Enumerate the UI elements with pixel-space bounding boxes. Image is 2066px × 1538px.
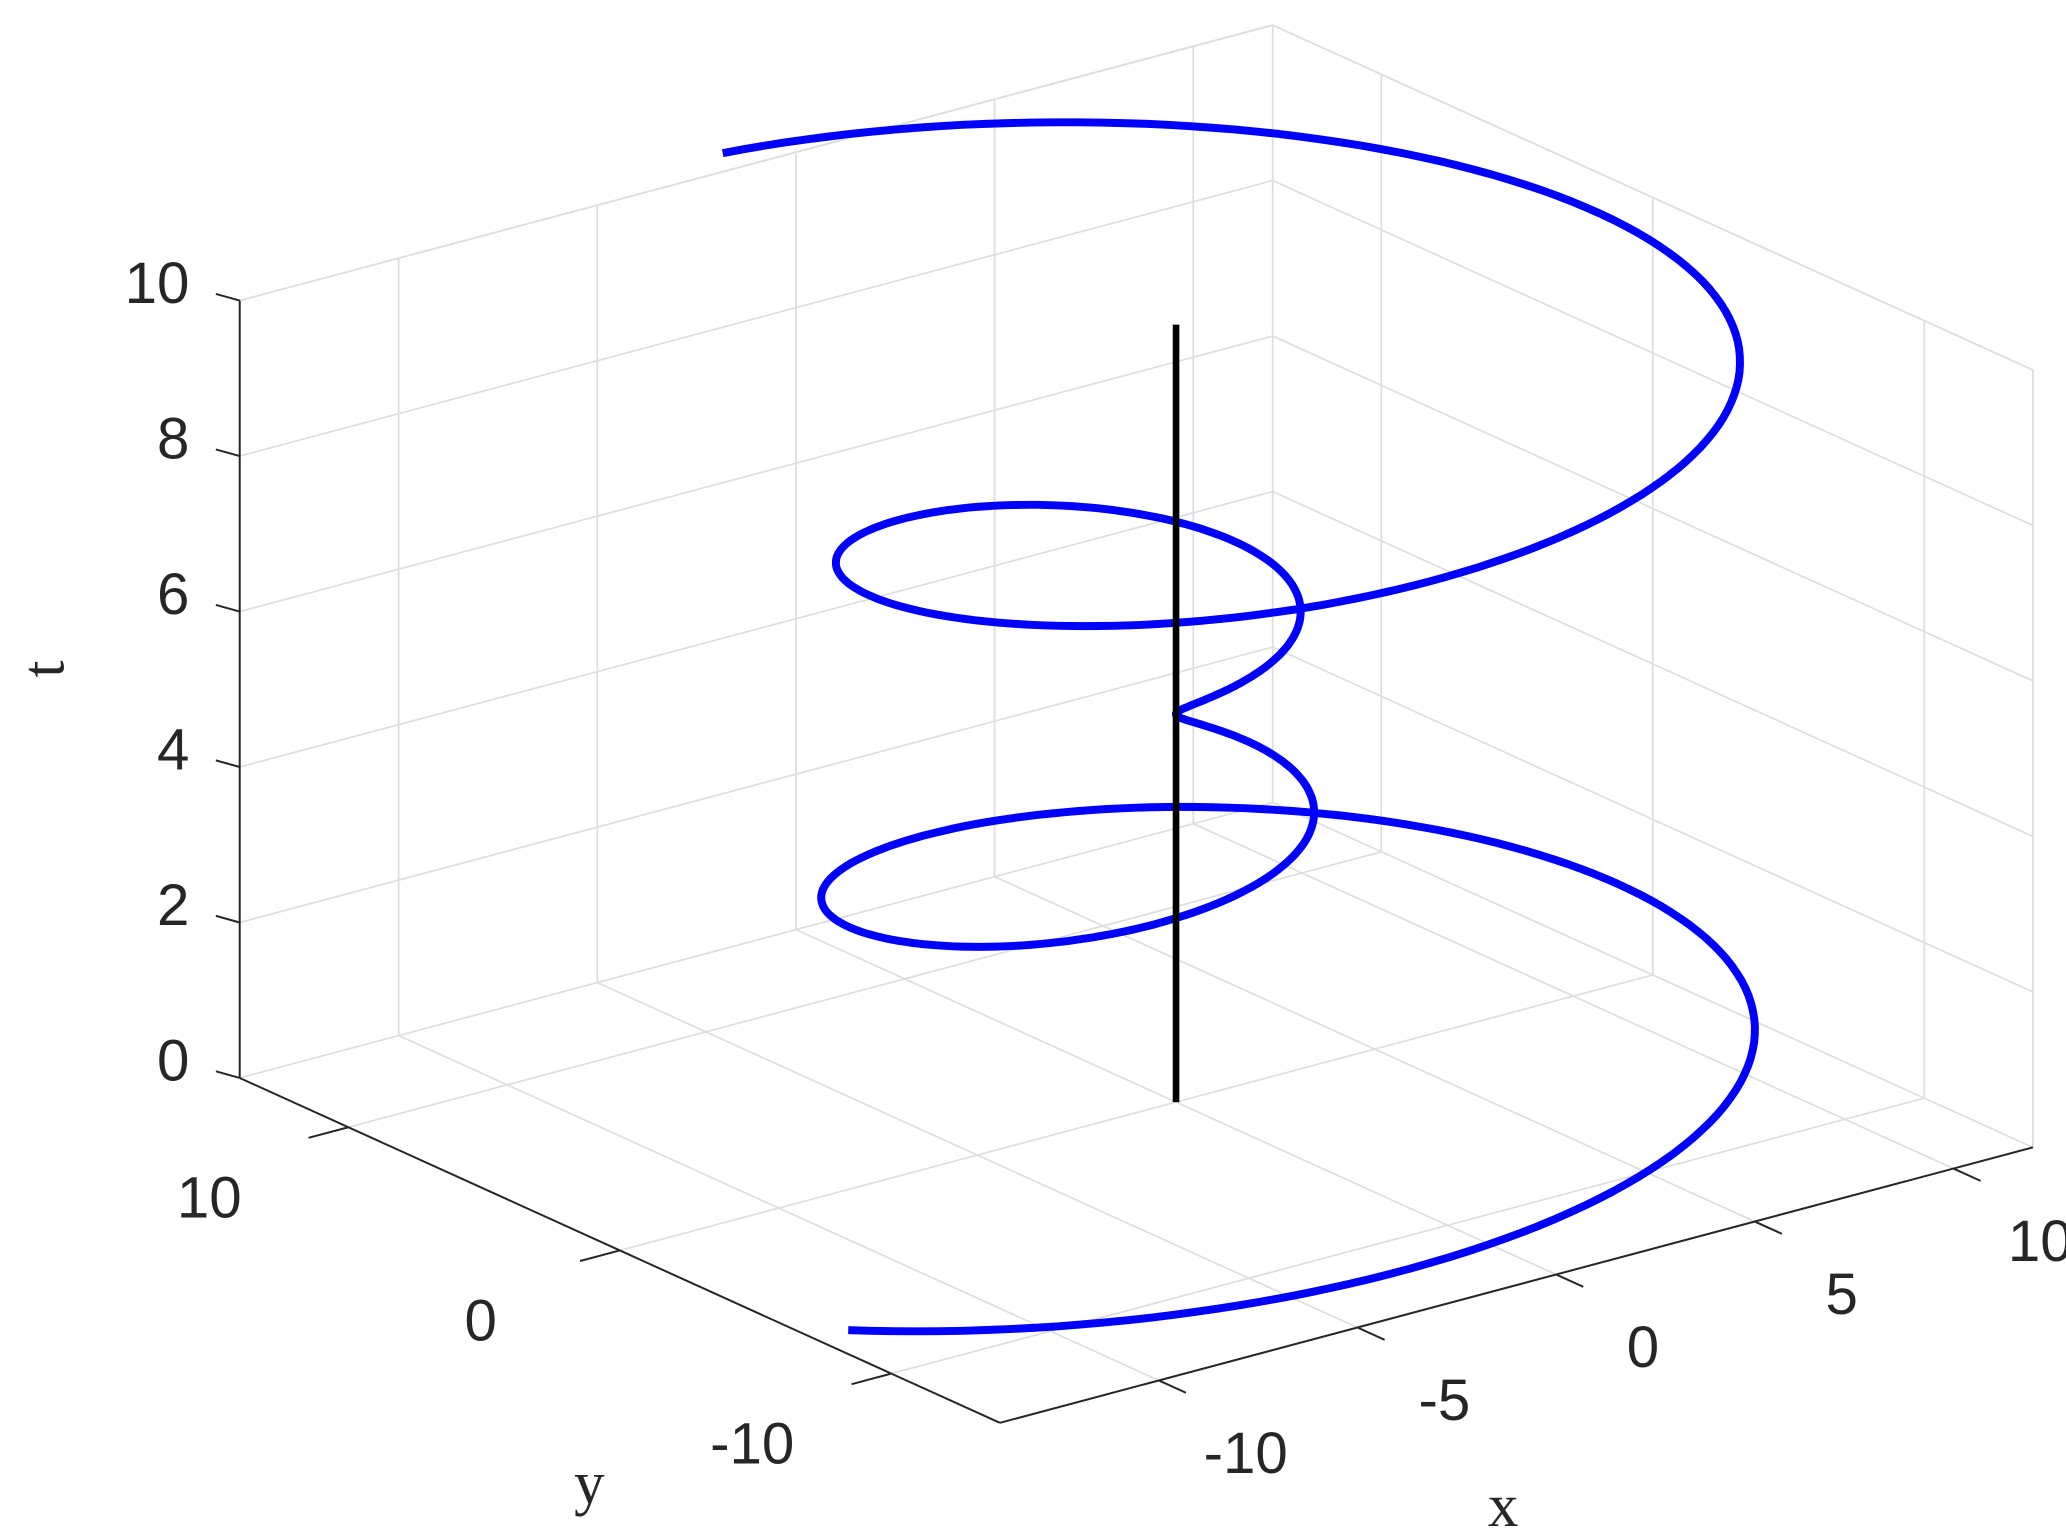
z-tick [215,292,240,302]
y-tick [308,1126,349,1139]
z-tick-label: 4 [157,718,189,783]
z-tick-label: 6 [157,562,189,627]
grid-line-z [239,490,1273,768]
box-edge [239,24,1273,302]
grid-line-z [1272,179,2034,527]
z-tick [215,759,240,768]
grid-line-z [239,801,1273,1079]
y-tick-label: 10 [177,1165,242,1230]
z-tick-label: 10 [125,251,190,316]
axes [238,300,2034,1424]
x-tick [1357,1326,1386,1341]
y-axis-label: y [574,1450,605,1517]
x-tick-label: -5 [1418,1368,1470,1433]
x-axis-line [999,1146,2034,1424]
grid-line-y [891,1097,1925,1375]
y-tick [579,1249,621,1262]
series [721,118,1759,1336]
grid-line-z [239,179,1273,457]
grid-line-y [619,974,1654,1252]
x-tick [1754,1220,1783,1235]
grid [238,24,2034,1382]
y-tick-label: -10 [710,1412,794,1477]
box-edge [1272,24,2034,371]
grid-line-z [1272,646,2034,993]
y-tick [851,1372,892,1386]
z-tick [215,1070,240,1079]
grid-line-z [1272,335,2034,682]
x-tick-label: 5 [1825,1262,1857,1327]
x-tick [1555,1273,1584,1288]
x-axis-label: x [1488,1473,1518,1538]
z-tick-label: 2 [157,873,189,938]
grid-line-z [1272,490,2034,838]
grid-line-y [348,850,1382,1129]
x-tick [1158,1379,1187,1394]
z-tick [215,914,240,924]
x-tick [1953,1167,1981,1182]
ticks [215,292,1981,1394]
y-axis-line [239,1077,1001,1424]
z-tick-label: 8 [157,407,189,472]
grid-line-z [239,646,1273,924]
z-tick [215,448,240,458]
x-tick-label: 0 [1627,1315,1659,1380]
grid-line-z [239,335,1273,613]
z-axis-label: t [11,660,78,677]
x-tick-label: -10 [1204,1421,1288,1486]
tick-labels: -10 -5 0 5 10 -10 0 10 0 2 4 6 8 10 [125,251,2066,1486]
spiral-curve [721,118,1759,1336]
z-tick [215,603,240,613]
y-tick-label: 0 [465,1288,497,1353]
z-tick-label: 0 [157,1029,189,1094]
x-tick-label: 10 [2008,1209,2066,1274]
